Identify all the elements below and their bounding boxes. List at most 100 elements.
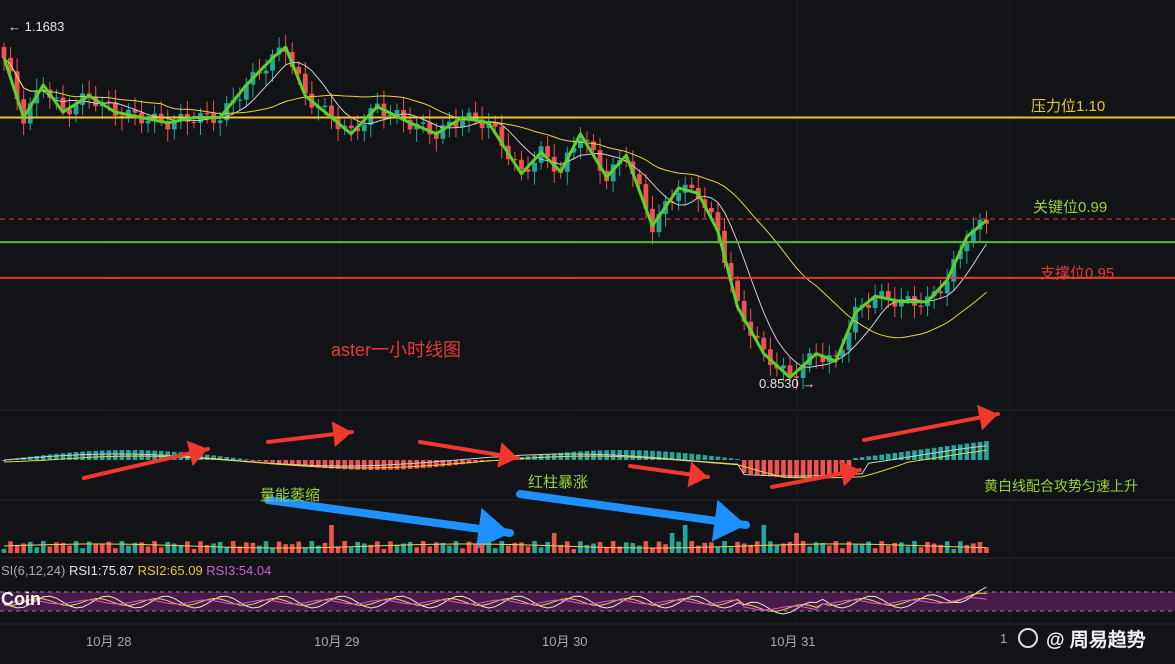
volume-bar bbox=[460, 548, 465, 553]
candle-body bbox=[165, 121, 171, 130]
macd-bar bbox=[728, 458, 734, 460]
volume-bar bbox=[394, 544, 400, 553]
volume-bar bbox=[650, 548, 655, 553]
macd-bar bbox=[761, 460, 767, 476]
candle-body bbox=[938, 291, 944, 294]
candle-body bbox=[106, 101, 112, 103]
candle-body bbox=[361, 124, 367, 132]
macd-bar bbox=[113, 450, 118, 460]
volume-bar bbox=[663, 544, 668, 553]
candle-body bbox=[853, 306, 858, 333]
volume-note: 量能萎缩 bbox=[260, 487, 321, 504]
macd-bar bbox=[912, 450, 917, 460]
macd-bar bbox=[715, 456, 721, 460]
macd-bar bbox=[768, 460, 773, 477]
volume-bar bbox=[407, 541, 413, 553]
macd-bar bbox=[447, 460, 452, 466]
macd-bar bbox=[283, 460, 288, 465]
volume-bar bbox=[833, 541, 839, 553]
macd-bar bbox=[885, 453, 891, 460]
volume-bar bbox=[499, 541, 505, 553]
macd-bar bbox=[637, 450, 642, 460]
coin-label: Coin bbox=[1, 589, 41, 609]
macd-bar bbox=[958, 444, 963, 460]
candle-body bbox=[21, 99, 27, 124]
volume-bar bbox=[263, 541, 269, 553]
macd-note-lines: 黄白线配合攻势匀速上升 bbox=[984, 478, 1138, 494]
macd-bar bbox=[754, 460, 760, 475]
macd-bar bbox=[217, 456, 223, 460]
macd-bar bbox=[348, 460, 354, 470]
macd-bar bbox=[60, 453, 66, 460]
macd-bar bbox=[316, 460, 321, 468]
candle-body bbox=[440, 125, 446, 139]
volume-bar bbox=[512, 542, 518, 553]
volume-bar bbox=[584, 544, 590, 553]
volume-bar bbox=[591, 543, 596, 553]
annotation-arrow bbox=[264, 496, 514, 537]
volume-bar bbox=[1, 549, 7, 553]
volume-bar bbox=[191, 548, 197, 553]
macd-bar bbox=[427, 460, 433, 468]
volume-bar bbox=[971, 543, 976, 553]
macd-bar bbox=[41, 455, 46, 460]
candle-body bbox=[322, 105, 328, 108]
macd-bar bbox=[597, 450, 603, 460]
macd-bar bbox=[656, 451, 662, 460]
candle-body bbox=[578, 139, 583, 148]
macd-bar bbox=[866, 456, 871, 460]
candle-body bbox=[368, 108, 374, 125]
volume-bar bbox=[492, 548, 498, 553]
annotation-arrow bbox=[862, 412, 1000, 442]
candle-body bbox=[479, 119, 485, 129]
candle-body bbox=[944, 281, 950, 294]
volume-bar bbox=[427, 546, 433, 553]
x-tick-label: 10月 31 bbox=[770, 634, 816, 649]
candle-body bbox=[636, 174, 642, 185]
macd-bar bbox=[964, 443, 970, 460]
volume-bar bbox=[813, 542, 819, 553]
macd-bar bbox=[689, 453, 695, 460]
volume-bar bbox=[931, 543, 937, 553]
volume-bar bbox=[879, 541, 884, 553]
volume-bar bbox=[172, 543, 177, 553]
rsi-indicator-label: SI(6,12,24) RSI1:75.87 RSI2:65.09 RSI3:5… bbox=[1, 563, 271, 578]
support-level-label: 支撑位0.95 bbox=[1040, 265, 1115, 282]
candle-body bbox=[132, 109, 138, 113]
macd-bar bbox=[453, 460, 459, 466]
volume-bar bbox=[329, 525, 334, 553]
macd-bar bbox=[106, 450, 112, 460]
volume-bar bbox=[198, 541, 203, 553]
macd-bar bbox=[237, 458, 243, 460]
volume-bar bbox=[761, 525, 767, 553]
macd-bar bbox=[414, 460, 419, 469]
trend-path bbox=[2, 45, 988, 379]
annotation-arrow bbox=[82, 447, 210, 480]
candle-body bbox=[407, 119, 413, 130]
annotation-arrow-head bbox=[475, 507, 510, 550]
candle-body bbox=[427, 122, 433, 135]
volume-bar bbox=[709, 542, 714, 553]
volume-bar bbox=[204, 544, 210, 553]
macd-bar bbox=[368, 460, 374, 470]
volume-bar bbox=[702, 542, 708, 553]
macd-bar bbox=[420, 460, 426, 469]
candle-body bbox=[270, 54, 275, 71]
macd-bar bbox=[355, 460, 360, 470]
macd-bar bbox=[204, 454, 210, 460]
rsi1-value: RSI1:75.87 bbox=[68, 563, 134, 578]
candle-body bbox=[388, 114, 393, 116]
volume-bar bbox=[774, 544, 780, 553]
macd-bar bbox=[342, 460, 347, 470]
candle-body bbox=[820, 355, 826, 363]
volume-bar bbox=[735, 541, 740, 553]
candle-body bbox=[27, 103, 33, 124]
volume-bar bbox=[741, 543, 747, 553]
annotation-arrow-head bbox=[687, 461, 708, 488]
macd-bar bbox=[859, 457, 865, 460]
candle-body bbox=[676, 192, 682, 202]
macd-bar bbox=[774, 460, 780, 478]
volume-bar bbox=[185, 541, 190, 553]
candle-body bbox=[545, 146, 551, 157]
